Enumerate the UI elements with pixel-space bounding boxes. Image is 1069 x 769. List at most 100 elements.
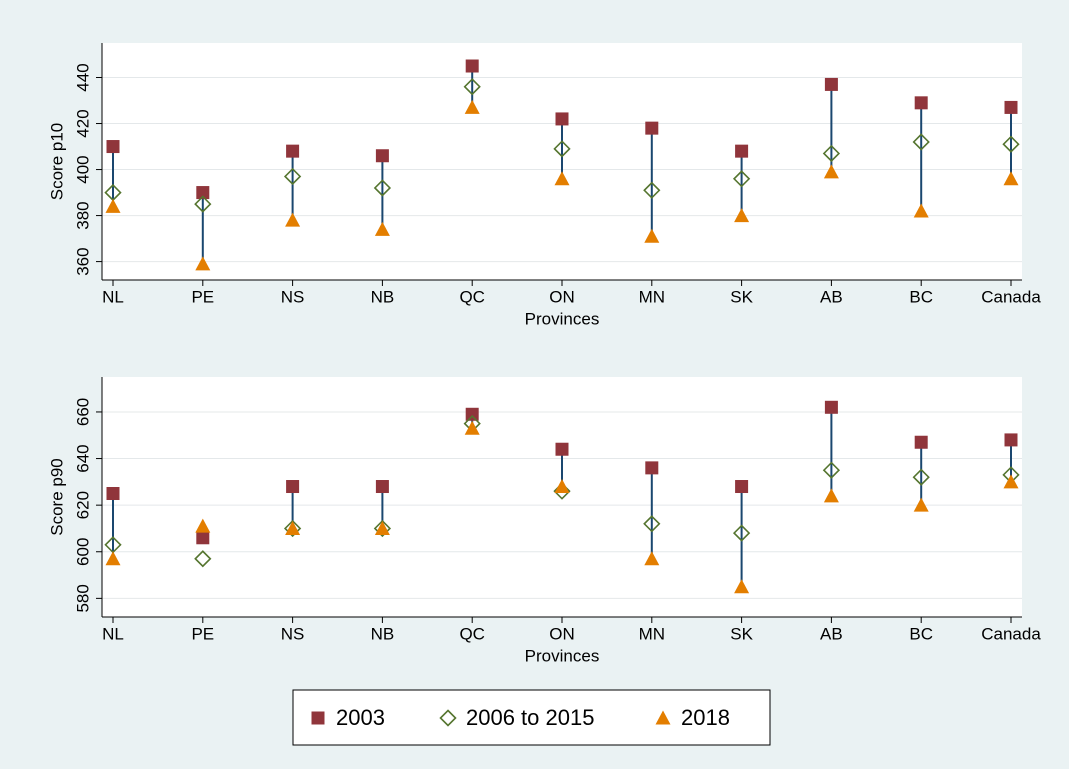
point	[914, 96, 928, 110]
y-axis-label: Score p10	[47, 123, 66, 201]
point	[373, 519, 392, 538]
x-tick-label: NL	[102, 287, 124, 306]
point	[195, 256, 211, 271]
y-tick-label: 600	[73, 538, 92, 566]
point	[105, 551, 121, 566]
point	[555, 442, 569, 456]
point	[375, 480, 389, 494]
point	[913, 203, 929, 218]
x-tick-label: NB	[371, 287, 395, 306]
point	[285, 212, 301, 227]
x-tick-label: PE	[191, 287, 214, 306]
point	[913, 497, 929, 512]
point	[914, 435, 928, 449]
legend-label: 2003	[336, 705, 385, 730]
point	[734, 208, 750, 223]
y-tick-label: 580	[73, 584, 92, 612]
x-tick-label: NS	[281, 624, 305, 643]
point	[912, 468, 930, 486]
point	[375, 149, 389, 163]
point	[1004, 433, 1018, 447]
point	[823, 164, 839, 179]
point	[735, 480, 749, 494]
point	[644, 228, 660, 243]
point	[196, 186, 210, 200]
point	[553, 140, 571, 158]
legend-marker	[439, 709, 457, 727]
point	[822, 144, 841, 163]
point	[643, 515, 661, 533]
point	[555, 112, 569, 126]
point	[1003, 171, 1019, 186]
point	[732, 524, 751, 542]
point	[465, 59, 479, 73]
x-tick-label: ON	[549, 287, 575, 306]
point	[374, 221, 390, 236]
point	[464, 99, 480, 114]
x-tick-label: SK	[730, 287, 753, 306]
x-tick-label: NS	[281, 287, 305, 306]
point	[374, 520, 390, 535]
x-tick-label: BC	[909, 287, 933, 306]
legend-marker	[655, 710, 671, 725]
point	[106, 487, 120, 501]
x-tick-label: NB	[371, 624, 395, 643]
x-tick-label: AB	[820, 624, 843, 643]
point	[465, 407, 479, 421]
point	[645, 461, 659, 475]
point	[285, 520, 301, 535]
legend-label: 2006 to 2015	[466, 705, 594, 730]
point	[196, 531, 210, 545]
point	[824, 400, 838, 414]
point	[283, 519, 302, 538]
y-tick-label: 660	[73, 398, 92, 426]
point	[824, 77, 838, 91]
point	[735, 144, 749, 158]
point	[106, 140, 120, 154]
y-tick-label: 640	[73, 444, 92, 472]
x-tick-label: QC	[459, 624, 485, 643]
point	[734, 579, 750, 594]
x-tick-label: PE	[191, 624, 214, 643]
x-axis-label: Provinces	[525, 309, 600, 328]
y-tick-label: 420	[73, 109, 92, 137]
point	[554, 171, 570, 186]
point	[554, 479, 570, 494]
y-tick-label: 620	[73, 491, 92, 519]
x-tick-label: SK	[730, 624, 753, 643]
x-tick-label: BC	[909, 624, 933, 643]
point	[1003, 474, 1019, 489]
x-tick-label: MN	[639, 287, 665, 306]
point	[105, 198, 121, 213]
y-tick-label: 440	[73, 63, 92, 91]
y-tick-label: 400	[73, 155, 92, 183]
plot-area	[102, 377, 1022, 617]
point	[286, 480, 300, 494]
point	[463, 78, 481, 96]
point	[464, 420, 480, 435]
point	[1004, 100, 1018, 114]
legend-marker	[311, 711, 325, 725]
legend-box	[292, 689, 771, 746]
point	[732, 170, 751, 188]
point	[286, 144, 300, 158]
x-tick-label: Canada	[981, 287, 1041, 306]
y-tick-label: 380	[73, 201, 92, 229]
x-tick-label: ON	[549, 624, 575, 643]
point	[283, 167, 302, 186]
point	[645, 121, 659, 135]
point	[194, 195, 212, 213]
point	[643, 181, 661, 199]
x-tick-label: MN	[639, 624, 665, 643]
y-axis-label: Score p90	[47, 458, 66, 536]
x-tick-label: NL	[102, 624, 124, 643]
y-tick-label: 360	[73, 247, 92, 275]
point	[644, 551, 660, 566]
x-tick-label: QC	[459, 287, 485, 306]
point	[1002, 135, 1020, 153]
point	[194, 550, 212, 568]
point	[912, 133, 930, 151]
point	[823, 488, 839, 503]
x-tick-label: Canada	[981, 624, 1041, 643]
x-tick-label: AB	[820, 287, 843, 306]
